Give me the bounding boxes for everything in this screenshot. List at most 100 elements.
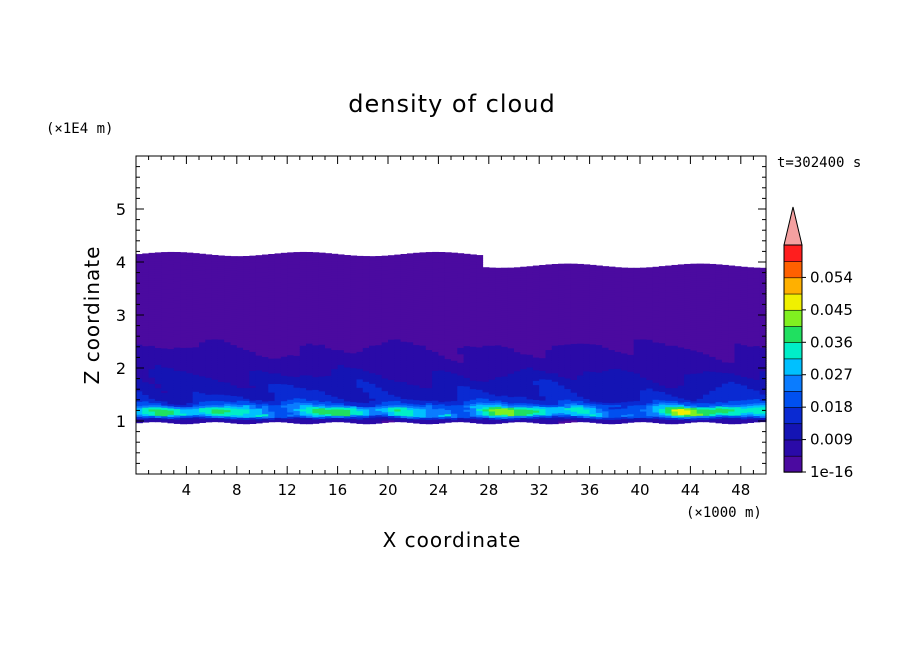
- density-cell: [444, 337, 452, 341]
- density-cell: [476, 372, 484, 375]
- density-cell: [262, 360, 269, 364]
- density-cell: [142, 256, 150, 260]
- density-cell: [154, 381, 162, 385]
- density-cell: [287, 365, 295, 368]
- density-cell: [306, 410, 313, 414]
- density-cell: [438, 391, 446, 394]
- density-cell: [224, 392, 232, 396]
- density-cell: [205, 396, 213, 400]
- density-cell: [287, 329, 295, 332]
- density-cell: [514, 345, 521, 348]
- density-cell: [192, 416, 200, 420]
- density-cell: [217, 275, 225, 279]
- density-cell: [451, 332, 458, 336]
- density-cell: [406, 401, 414, 404]
- density-cell: [192, 350, 200, 354]
- density-cell: [425, 406, 433, 410]
- density-cell: [451, 394, 458, 397]
- density-cell: [501, 416, 509, 419]
- density-cell: [520, 330, 528, 334]
- density-cell: [186, 334, 194, 338]
- density-cell: [369, 264, 376, 268]
- density-cell: [312, 268, 320, 272]
- density-cell: [507, 301, 515, 304]
- density-cell: [482, 279, 490, 283]
- density-cell: [501, 322, 509, 326]
- density-cell: [180, 260, 187, 264]
- density-cell: [173, 393, 181, 397]
- density-cell: [173, 294, 181, 297]
- density-cell: [413, 380, 421, 384]
- density-cell: [419, 351, 427, 355]
- density-cell: [337, 313, 345, 317]
- density-cell: [413, 414, 421, 418]
- density-cell: [501, 388, 509, 392]
- density-cell: [369, 336, 376, 340]
- density-cell: [469, 284, 477, 288]
- density-cell: [356, 257, 364, 261]
- density-cell: [507, 388, 515, 391]
- density-cell: [142, 298, 150, 302]
- density-cell: [268, 264, 276, 268]
- density-cell: [262, 379, 269, 383]
- density-cell: [243, 330, 250, 334]
- density-cell: [375, 376, 383, 380]
- density-cell: [154, 372, 162, 376]
- density-cell: [419, 340, 427, 344]
- density-cell: [469, 356, 477, 360]
- density-cell: [425, 353, 433, 357]
- density-cell: [362, 256, 370, 259]
- density-cell: [362, 406, 370, 410]
- density-cell: [211, 328, 219, 331]
- density-cell: [274, 321, 282, 325]
- density-cell: [299, 351, 307, 355]
- density-cell: [186, 391, 194, 395]
- density-cell: [236, 262, 244, 266]
- density-cell: [268, 273, 276, 276]
- density-cell: [280, 303, 288, 306]
- density-cell: [337, 402, 345, 406]
- density-cell: [469, 327, 477, 330]
- density-cell: [217, 379, 225, 383]
- density-cell: [495, 327, 502, 331]
- density-cell: [388, 281, 395, 285]
- density-cell: [211, 417, 219, 421]
- density-cell: [400, 336, 408, 340]
- density-cell: [526, 345, 534, 349]
- density-cell: [362, 364, 370, 367]
- density-cell: [205, 383, 213, 387]
- density-cell: [262, 271, 269, 275]
- density-cell: [211, 330, 219, 334]
- density-cell: [268, 364, 276, 368]
- density-cell: [280, 262, 288, 266]
- density-cell: [488, 338, 496, 342]
- density-cell: [337, 411, 345, 414]
- density-cell: [476, 418, 484, 422]
- density-cell: [274, 311, 282, 315]
- density-cell: [211, 336, 219, 340]
- density-cell: [444, 369, 452, 372]
- density-cell: [375, 372, 383, 375]
- density-cell: [425, 326, 433, 329]
- density-cell: [318, 367, 326, 371]
- density-cell: [356, 294, 364, 297]
- density-cell: [211, 406, 219, 410]
- density-cell: [268, 324, 276, 327]
- density-cell: [495, 387, 502, 390]
- density-cell: [463, 354, 471, 357]
- density-cell: [438, 299, 446, 303]
- density-cell: [388, 317, 395, 321]
- density-cell: [501, 405, 509, 409]
- density-cell: [255, 382, 263, 386]
- density-cell: [400, 398, 408, 402]
- density-cell: [186, 410, 194, 414]
- density-cell: [350, 284, 358, 288]
- density-cell: [438, 395, 446, 398]
- density-cell: [136, 401, 143, 405]
- density-cell: [425, 370, 433, 374]
- density-cell: [369, 270, 376, 274]
- density-cell: [438, 304, 446, 307]
- density-cell: [318, 318, 326, 322]
- density-cell: [136, 316, 143, 320]
- density-cell: [249, 387, 257, 391]
